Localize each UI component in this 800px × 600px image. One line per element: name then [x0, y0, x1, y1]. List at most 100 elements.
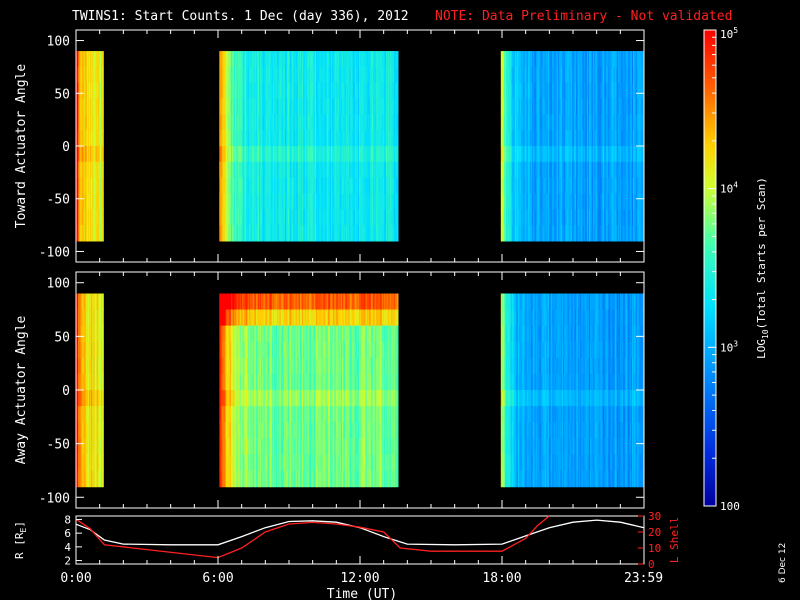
heatmap-cell — [97, 146, 100, 163]
heatmap-cell — [227, 293, 230, 311]
heatmap-cell — [283, 309, 286, 327]
heatmap-cell — [329, 51, 331, 68]
heatmap-cell — [586, 146, 589, 163]
heatmap-cell — [270, 177, 273, 194]
heatmap-cell — [238, 114, 241, 131]
heatmap-cell — [281, 82, 284, 100]
heatmap-cell — [597, 51, 600, 68]
heatmap-cell — [252, 438, 255, 455]
heatmap-cell — [93, 193, 96, 210]
heatmap-cell — [80, 293, 83, 311]
heatmap-cell — [640, 51, 643, 68]
heatmap-cell — [614, 161, 617, 179]
heatmap-cell — [88, 422, 90, 439]
heatmap-cell — [263, 341, 265, 359]
heatmap-cell — [562, 161, 564, 179]
heatmap-cell — [550, 114, 552, 131]
heatmap-cell — [634, 161, 636, 179]
heatmap-cell — [85, 357, 88, 375]
heatmap-cell — [557, 146, 560, 163]
heatmap-cell — [318, 209, 320, 226]
heatmap-cell — [637, 66, 639, 84]
heatmap-cell — [236, 193, 239, 210]
heatmap-cell — [580, 130, 583, 147]
heatmap-cell — [259, 98, 261, 115]
heatmap-cell — [364, 51, 367, 68]
heatmap-cell — [590, 146, 592, 163]
heatmap-cell — [276, 161, 278, 179]
heatmap-cell — [256, 130, 259, 147]
heatmap-cell — [234, 146, 236, 163]
heatmap-cell — [97, 470, 100, 488]
heatmap-cell — [273, 209, 275, 226]
heatmap-cell — [579, 177, 581, 194]
heatmap-cell — [277, 325, 279, 343]
heatmap-cell — [236, 390, 239, 407]
heatmap-cell — [515, 98, 518, 115]
heatmap-cell — [250, 406, 253, 423]
heatmap-cell — [254, 341, 257, 359]
heatmap-cell — [587, 51, 590, 68]
heatmap-cell — [390, 193, 392, 210]
heatmap-cell — [297, 66, 300, 84]
heatmap-cell — [247, 66, 249, 84]
heatmap-cell — [88, 193, 90, 210]
heatmap-cell — [606, 225, 608, 242]
heatmap-cell — [97, 114, 100, 131]
heatmap-cell — [593, 161, 595, 179]
heatmap-cell — [247, 146, 249, 163]
heatmap-cell — [546, 177, 548, 194]
heatmap-cell — [357, 161, 359, 179]
heatmap-cell — [366, 98, 369, 115]
heatmap-cell — [350, 161, 353, 179]
heatmap-cell — [585, 177, 588, 194]
heatmap-cell — [570, 51, 573, 68]
heatmap-cell — [276, 357, 278, 375]
heatmap-cell — [269, 225, 272, 242]
heatmap-cell — [85, 130, 88, 147]
heatmap-cell — [628, 177, 631, 194]
heatmap-cell — [387, 114, 389, 131]
heatmap-cell — [558, 82, 561, 100]
heatmap-cell — [561, 146, 563, 163]
heatmap-cell — [352, 193, 355, 210]
heatmap-cell — [273, 438, 275, 455]
heatmap-cell — [551, 177, 553, 194]
heatmap-cell — [260, 470, 262, 488]
heatmap-cell — [387, 146, 389, 163]
heatmap-cell — [559, 82, 562, 100]
heatmap-cell — [518, 177, 520, 194]
heatmap-cell — [232, 470, 234, 488]
heatmap-cell — [380, 114, 383, 131]
heatmap-cell — [599, 209, 602, 226]
heatmap-cell — [371, 82, 373, 100]
heatmap-cell — [378, 66, 381, 84]
heatmap-cell — [553, 114, 556, 131]
heatmap-cell — [611, 66, 614, 84]
heatmap-cell — [253, 98, 256, 115]
heatmap-cell — [580, 225, 583, 242]
heatmap-cell — [255, 209, 258, 226]
heatmap-cell — [89, 357, 91, 375]
heatmap-cell — [239, 373, 242, 391]
heatmap-cell — [227, 454, 230, 472]
heatmap-cell — [88, 373, 90, 391]
heatmap-cell — [323, 161, 326, 179]
heatmap-cell — [253, 390, 256, 407]
heatmap-cell — [527, 209, 530, 226]
heatmap-cell — [527, 130, 530, 147]
heatmap-cell — [256, 82, 259, 100]
heatmap-cell — [264, 82, 267, 100]
heatmap-cell — [334, 225, 337, 242]
heatmap-cell — [305, 161, 307, 179]
heatmap-cell — [351, 114, 354, 131]
heatmap-cell — [516, 161, 519, 179]
heatmap-cell — [394, 98, 397, 115]
heatmap-cell — [225, 373, 228, 391]
heatmap-cell — [533, 161, 535, 179]
heatmap-cell — [590, 51, 592, 68]
heatmap-cell — [599, 193, 602, 210]
heatmap-cell — [546, 51, 548, 68]
heatmap-cell — [607, 98, 609, 115]
heatmap-cell — [89, 177, 91, 194]
